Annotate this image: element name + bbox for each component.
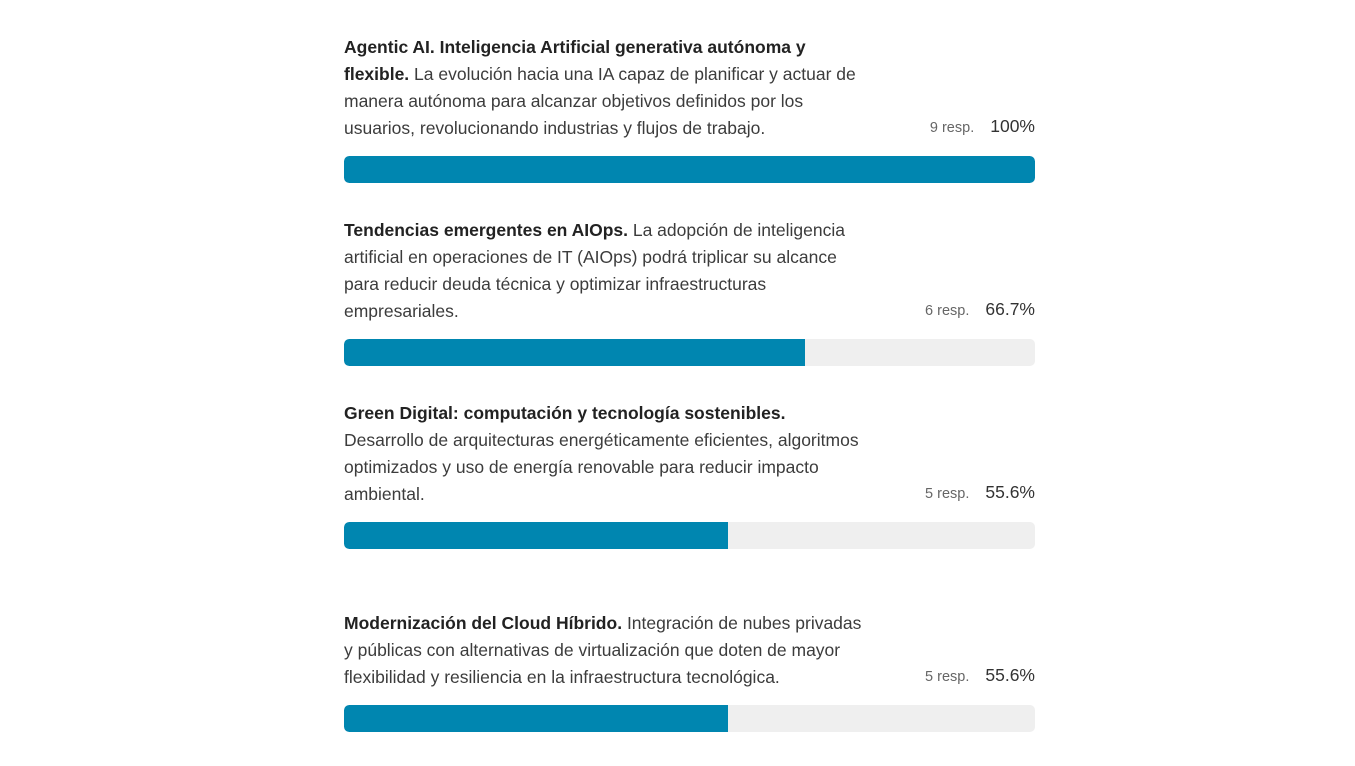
option-text: Green Digital: computación y tecnología … [344,400,864,508]
option-description: La evolución hacia una IA capaz de plani… [344,64,856,138]
progress-fill [344,156,1035,183]
progress-bar [344,156,1035,183]
poll-option: Tendencias emergentes en AIOps. La adopc… [344,217,1035,400]
option-title: Green Digital: computación y tecnología … [344,403,786,423]
percent-value: 55.6% [985,482,1035,502]
option-title: Agentic AI. Inteligencia Artificial gene… [344,37,806,84]
option-stats: 5 resp. 55.6% [925,479,1035,508]
option-stats: 9 resp. 100% [930,113,1035,142]
response-count: 5 resp. [925,486,970,502]
option-description: La adopción de inteligencia artificial e… [344,220,845,321]
poll-option: Green Digital: computación y tecnología … [344,400,1035,583]
option-header: Green Digital: computación y tecnología … [344,400,1035,508]
progress-bar [344,339,1035,366]
option-stats: 5 resp. 55.6% [925,662,1035,691]
response-count: 5 resp. [925,669,970,685]
response-count: 9 resp. [929,120,975,136]
option-description: Desarrollo de arquitecturas energéticame… [344,430,859,504]
option-title: Tendencias emergentes en AIOps. [344,220,628,240]
poll-option: Modernización del Cloud Híbrido. Integra… [344,583,1035,766]
option-header: Agentic AI. Inteligencia Artificial gene… [344,34,1035,142]
option-text: Tendencias emergentes en AIOps. La adopc… [344,217,864,325]
option-text: Modernización del Cloud Híbrido. Integra… [344,610,864,691]
percent-value: 55.6% [985,665,1035,685]
poll-results: Agentic AI. Inteligencia Artificial gene… [344,34,1035,766]
percent-value: 66.7% [985,299,1035,319]
percent-value: 100% [990,116,1035,136]
option-title: Modernización del Cloud Híbrido. [344,613,623,633]
progress-fill [344,705,729,732]
progress-fill [344,522,729,549]
option-stats: 6 resp. 66.7% [925,296,1035,325]
option-text: Agentic AI. Inteligencia Artificial gene… [344,34,864,142]
option-header: Modernización del Cloud Híbrido. Integra… [344,583,1035,691]
option-description: Integración de nubes privadas y públicas… [344,613,862,687]
response-count: 6 resp. [925,303,970,319]
progress-bar [344,705,1035,732]
option-header: Tendencias emergentes en AIOps. La adopc… [344,217,1035,325]
progress-fill [344,339,805,366]
progress-bar [344,522,1035,549]
poll-option: Agentic AI. Inteligencia Artificial gene… [344,34,1035,217]
